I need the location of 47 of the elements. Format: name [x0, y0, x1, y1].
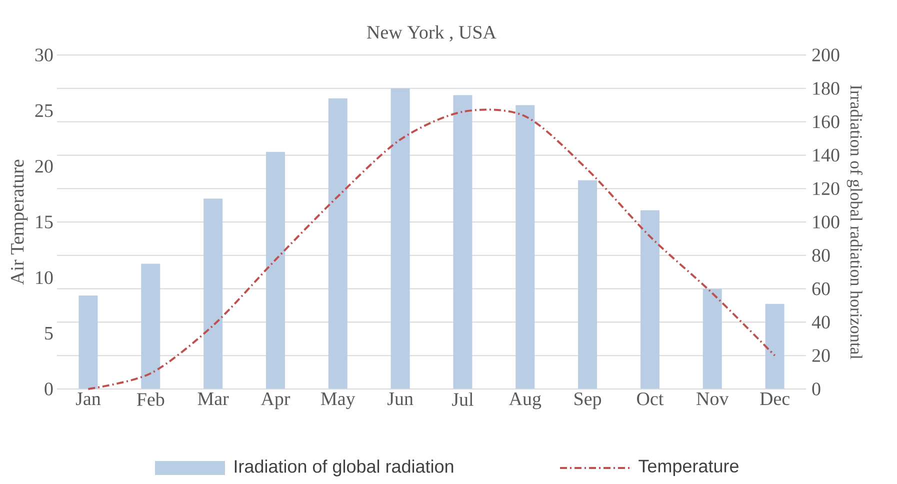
y-tick-label: 5 [45, 327, 53, 340]
x-tick-label: May [321, 392, 356, 410]
x-tick-label: Jul [452, 392, 474, 406]
x-tick-label: Sep [574, 392, 602, 410]
x-tick-label: Jun [387, 392, 414, 406]
y2-tick-label: 80 [812, 248, 830, 262]
y2-tick-label: 100 [813, 216, 840, 228]
bar [141, 264, 160, 389]
y-tick-label: 15 [36, 216, 53, 228]
y2-tick-label: 200 [812, 48, 840, 62]
bar [328, 98, 348, 389]
bar [765, 304, 784, 389]
y2-tick-label: 0 [812, 382, 820, 396]
bar [78, 295, 98, 389]
bar [702, 288, 722, 389]
x-tick-label: Nov [696, 392, 729, 406]
legend-label: Temperature [638, 460, 738, 476]
bar [640, 210, 660, 389]
x-tick-label: Jan [76, 392, 101, 406]
x-tick-label: Apr [260, 392, 290, 410]
bar [266, 152, 285, 389]
legend-label: Iradiation of global radiation [234, 460, 454, 476]
y-axis-title: Air Temperature [10, 160, 28, 285]
bar [453, 95, 472, 389]
y-tick-label: 20 [35, 160, 53, 173]
bar [578, 180, 598, 389]
x-tick-label: Mar [198, 392, 229, 406]
y2-tick-label: 60 [812, 282, 830, 296]
y2-axis-title: Irradiation of global radiation horizontal [846, 85, 863, 360]
y2-tick-label: 120 [813, 182, 840, 195]
y-tick-label: 10 [36, 271, 53, 284]
x-tick-label: Feb [136, 392, 164, 406]
y-tick-label: 30 [35, 48, 53, 62]
x-tick-label: Aug [508, 392, 542, 410]
y2-tick-label: 40 [812, 316, 830, 329]
bar [204, 198, 223, 389]
y2-tick-label: 180 [813, 82, 840, 95]
bar [516, 105, 535, 389]
y-tick-label: 0 [44, 382, 53, 396]
x-tick-label: Oct [637, 392, 664, 406]
x-tick-label: Dec [760, 392, 790, 406]
bar [390, 88, 410, 389]
y-tick-label: 25 [35, 104, 53, 118]
y2-tick-label: 20 [812, 349, 830, 362]
y2-tick-label: 160 [813, 115, 840, 128]
chart-title: New York , USA [367, 25, 496, 42]
y2-tick-label: 140 [813, 148, 840, 162]
